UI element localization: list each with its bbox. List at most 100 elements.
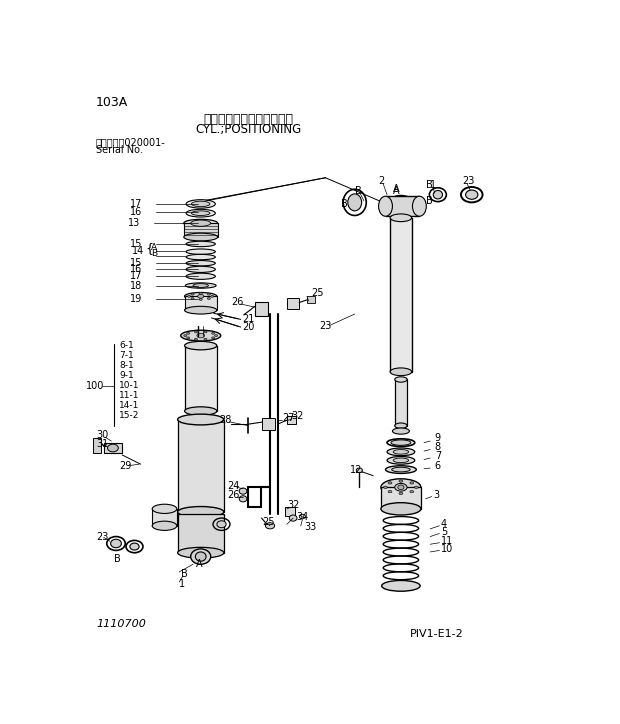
Ellipse shape <box>381 479 421 496</box>
Bar <box>152 509 177 526</box>
Ellipse shape <box>186 266 215 272</box>
Ellipse shape <box>184 233 218 241</box>
Ellipse shape <box>382 581 420 592</box>
Ellipse shape <box>188 295 191 298</box>
Text: 34: 34 <box>296 512 308 521</box>
Ellipse shape <box>186 209 215 217</box>
Ellipse shape <box>211 337 215 339</box>
Bar <box>177 514 224 552</box>
Ellipse shape <box>391 440 411 445</box>
Text: 15-2: 15-2 <box>119 411 140 420</box>
Ellipse shape <box>393 458 409 463</box>
Bar <box>307 296 315 303</box>
Ellipse shape <box>239 496 247 502</box>
Text: B: B <box>425 180 432 190</box>
Text: 8: 8 <box>435 442 441 452</box>
Ellipse shape <box>217 521 226 528</box>
Ellipse shape <box>110 539 122 548</box>
Ellipse shape <box>239 488 247 494</box>
Ellipse shape <box>184 334 187 337</box>
Ellipse shape <box>412 196 427 216</box>
Text: 20: 20 <box>242 322 255 332</box>
Bar <box>177 419 224 512</box>
Text: 24: 24 <box>227 481 239 491</box>
Ellipse shape <box>180 330 221 341</box>
Ellipse shape <box>390 214 412 222</box>
Text: 16: 16 <box>130 207 142 217</box>
Ellipse shape <box>399 492 403 494</box>
Ellipse shape <box>184 219 218 227</box>
Text: B: B <box>355 186 361 195</box>
Text: 21: 21 <box>242 314 255 324</box>
Ellipse shape <box>379 196 392 216</box>
Ellipse shape <box>192 201 210 206</box>
Ellipse shape <box>185 292 217 300</box>
Ellipse shape <box>186 200 215 209</box>
Text: 28: 28 <box>219 415 231 424</box>
Text: 10: 10 <box>441 544 453 554</box>
Text: 15: 15 <box>130 258 142 268</box>
Text: 3: 3 <box>433 490 440 500</box>
Ellipse shape <box>381 502 421 515</box>
Ellipse shape <box>399 480 403 482</box>
Ellipse shape <box>386 466 416 473</box>
Ellipse shape <box>186 249 215 254</box>
Text: 17: 17 <box>130 199 142 209</box>
Text: B: B <box>115 554 122 564</box>
Ellipse shape <box>152 504 177 513</box>
Text: B: B <box>425 195 432 206</box>
Text: 103A: 103A <box>96 96 128 109</box>
Ellipse shape <box>185 407 217 416</box>
Ellipse shape <box>395 376 407 382</box>
Text: 6-1: 6-1 <box>119 341 134 350</box>
Ellipse shape <box>187 332 190 334</box>
Ellipse shape <box>199 298 202 300</box>
Text: 26: 26 <box>227 490 239 500</box>
Ellipse shape <box>392 467 410 472</box>
Text: A: A <box>151 243 157 251</box>
Text: 11-1: 11-1 <box>119 391 140 400</box>
Ellipse shape <box>392 428 409 434</box>
Bar <box>262 418 275 430</box>
Text: 19: 19 <box>130 294 142 303</box>
Text: 14: 14 <box>131 246 144 256</box>
Bar <box>381 487 421 509</box>
Text: B: B <box>151 249 157 258</box>
Text: 7-1: 7-1 <box>119 351 134 360</box>
Bar <box>285 507 294 515</box>
Ellipse shape <box>211 332 215 334</box>
Ellipse shape <box>414 486 418 489</box>
Ellipse shape <box>388 490 392 493</box>
Text: シリンダ；ボジショニング: シリンダ；ボジショニング <box>203 114 293 127</box>
Bar <box>93 438 100 453</box>
Text: {: { <box>145 242 153 255</box>
Ellipse shape <box>177 414 224 425</box>
Text: 25: 25 <box>262 517 275 527</box>
Text: 13: 13 <box>128 218 141 228</box>
Ellipse shape <box>195 338 198 340</box>
Text: 29: 29 <box>119 460 131 471</box>
Ellipse shape <box>393 450 409 454</box>
Text: 27: 27 <box>282 413 295 423</box>
Ellipse shape <box>191 298 194 300</box>
Ellipse shape <box>410 490 414 493</box>
Text: 31: 31 <box>96 439 108 449</box>
Ellipse shape <box>356 468 363 473</box>
Ellipse shape <box>395 484 407 491</box>
Ellipse shape <box>466 190 478 199</box>
Ellipse shape <box>215 334 218 337</box>
Text: B: B <box>182 568 188 578</box>
Ellipse shape <box>186 254 215 260</box>
Ellipse shape <box>392 200 409 212</box>
Text: 10-1: 10-1 <box>119 381 140 390</box>
Bar <box>185 296 217 310</box>
Text: 9-1: 9-1 <box>119 371 134 380</box>
Bar <box>255 303 268 316</box>
Bar <box>104 442 122 453</box>
Text: 1: 1 <box>430 180 436 190</box>
Text: 7: 7 <box>435 451 441 460</box>
Text: 33: 33 <box>304 522 316 532</box>
Text: 32: 32 <box>287 500 299 510</box>
Ellipse shape <box>187 337 190 339</box>
Ellipse shape <box>386 195 415 217</box>
